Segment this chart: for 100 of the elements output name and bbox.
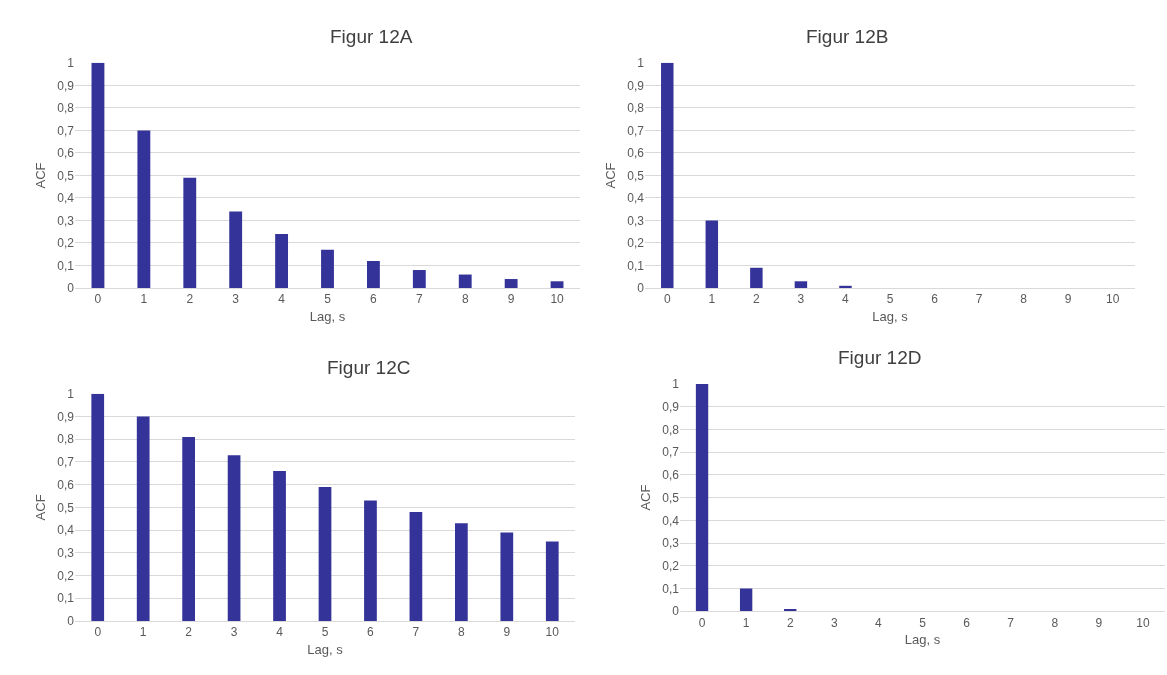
y-tick-label: 0,4 xyxy=(57,523,75,538)
y-tick-label: 0,6 xyxy=(57,477,75,492)
bar xyxy=(545,541,559,621)
x-tick-label: 3 xyxy=(230,625,238,640)
y-tick-label: 1 xyxy=(637,56,645,71)
y-tick-label: 0,6 xyxy=(57,146,75,161)
bar xyxy=(839,285,852,289)
x-tick-label: 10 xyxy=(1136,615,1150,630)
y-tick-label: 0,9 xyxy=(57,78,75,93)
x-tick-label: 3 xyxy=(232,292,240,307)
y-tick-label: 0,3 xyxy=(57,213,75,228)
bar xyxy=(227,455,241,621)
x-tick-label: 2 xyxy=(753,292,761,307)
x-tick-label: 6 xyxy=(963,615,971,630)
bar xyxy=(321,249,334,289)
y-tick-label: 0,8 xyxy=(627,101,645,116)
y-tick-label: 0,2 xyxy=(57,568,75,583)
x-tick-label: 5 xyxy=(886,292,894,307)
x-axis-title: Lag, s xyxy=(307,642,344,657)
x-tick-label: 6 xyxy=(367,625,375,640)
y-axis-title: ACF xyxy=(33,494,49,521)
x-tick-label: 9 xyxy=(1064,292,1072,307)
y-tick-label: 0,8 xyxy=(57,432,75,447)
x-tick-label: 2 xyxy=(185,625,193,640)
y-tick-label: 0,2 xyxy=(627,236,645,251)
y-tick-label: 0,8 xyxy=(662,422,680,437)
bar xyxy=(229,211,243,289)
x-tick-label: 2 xyxy=(786,615,794,630)
y-tick-label: 0,1 xyxy=(627,258,645,273)
x-tick-label: 8 xyxy=(458,625,466,640)
y-tick-label: 0,2 xyxy=(662,558,680,573)
y-tick-label: 0 xyxy=(672,604,680,619)
y-tick-label: 0,3 xyxy=(57,546,75,561)
y-axis-title: ACF xyxy=(638,484,654,511)
x-tick-label: 6 xyxy=(370,292,378,307)
x-tick-label: 4 xyxy=(842,292,850,307)
y-tick-label: 0,7 xyxy=(627,123,645,138)
y-tick-label: 0,3 xyxy=(662,536,680,551)
y-tick-label: 0,5 xyxy=(57,168,75,183)
y-tick-label: 0,1 xyxy=(57,591,75,606)
bar xyxy=(275,233,289,289)
y-tick-label: 0,4 xyxy=(662,513,680,528)
bar xyxy=(273,471,286,621)
x-tick-label: 7 xyxy=(1007,615,1015,630)
x-axis-title: Lag, s xyxy=(309,309,346,325)
x-tick-label: 7 xyxy=(415,292,423,307)
bar xyxy=(409,511,423,621)
x-tick-label: 5 xyxy=(324,292,332,307)
y-tick-label: 0 xyxy=(67,281,75,296)
y-tick-label: 0,4 xyxy=(627,191,645,206)
bar xyxy=(458,274,472,289)
x-tick-label: 3 xyxy=(830,615,838,630)
chart-title: Figur 12A xyxy=(330,26,413,47)
bar xyxy=(661,62,674,289)
bar xyxy=(183,177,197,289)
bar xyxy=(550,281,564,289)
x-tick-label: 1 xyxy=(742,615,750,630)
x-tick-label: 10 xyxy=(1106,292,1120,307)
x-tick-label: 5 xyxy=(919,615,927,630)
y-tick-label: 0,7 xyxy=(662,445,680,460)
x-tick-label: 3 xyxy=(797,292,805,307)
chart-title: Figur 12D xyxy=(838,347,922,368)
y-tick-label: 0,4 xyxy=(57,191,75,206)
chart-title: Figur 12B xyxy=(806,26,889,47)
x-tick-label: 8 xyxy=(1020,292,1028,307)
x-tick-label: 10 xyxy=(550,292,565,307)
y-tick-label: 0,1 xyxy=(57,258,75,273)
x-tick-label: 9 xyxy=(507,292,515,307)
y-tick-label: 0 xyxy=(637,281,645,296)
y-tick-label: 1 xyxy=(672,377,680,392)
x-tick-label: 6 xyxy=(931,292,939,307)
chart-title: Figur 12C xyxy=(327,357,411,378)
y-tick-label: 1 xyxy=(67,387,75,402)
bar xyxy=(750,267,763,289)
bar xyxy=(137,130,151,289)
bar xyxy=(366,261,380,289)
x-tick-label: 7 xyxy=(412,625,420,640)
x-tick-label: 1 xyxy=(140,292,148,307)
x-tick-label: 0 xyxy=(94,292,102,307)
y-tick-label: 0,1 xyxy=(662,581,680,596)
bar xyxy=(91,62,105,289)
x-tick-label: 0 xyxy=(94,625,102,640)
bar xyxy=(364,500,377,621)
y-tick-label: 0,5 xyxy=(662,490,680,505)
x-tick-label: 4 xyxy=(875,615,883,630)
y-tick-label: 0,5 xyxy=(57,500,75,515)
x-tick-label: 9 xyxy=(503,625,511,640)
bar xyxy=(455,523,468,621)
y-tick-label: 0,5 xyxy=(627,168,645,183)
y-tick-label: 0,3 xyxy=(627,213,645,228)
bar xyxy=(91,393,105,621)
bar xyxy=(695,384,709,612)
y-tick-label: 0,2 xyxy=(57,236,75,251)
y-tick-label: 0,6 xyxy=(627,146,645,161)
bar xyxy=(500,532,514,621)
bar xyxy=(794,281,808,289)
x-tick-label: 4 xyxy=(278,292,286,307)
x-tick-label: 5 xyxy=(321,625,329,640)
y-axis-title: ACF xyxy=(603,162,619,189)
y-axis-title: ACF xyxy=(33,162,49,189)
